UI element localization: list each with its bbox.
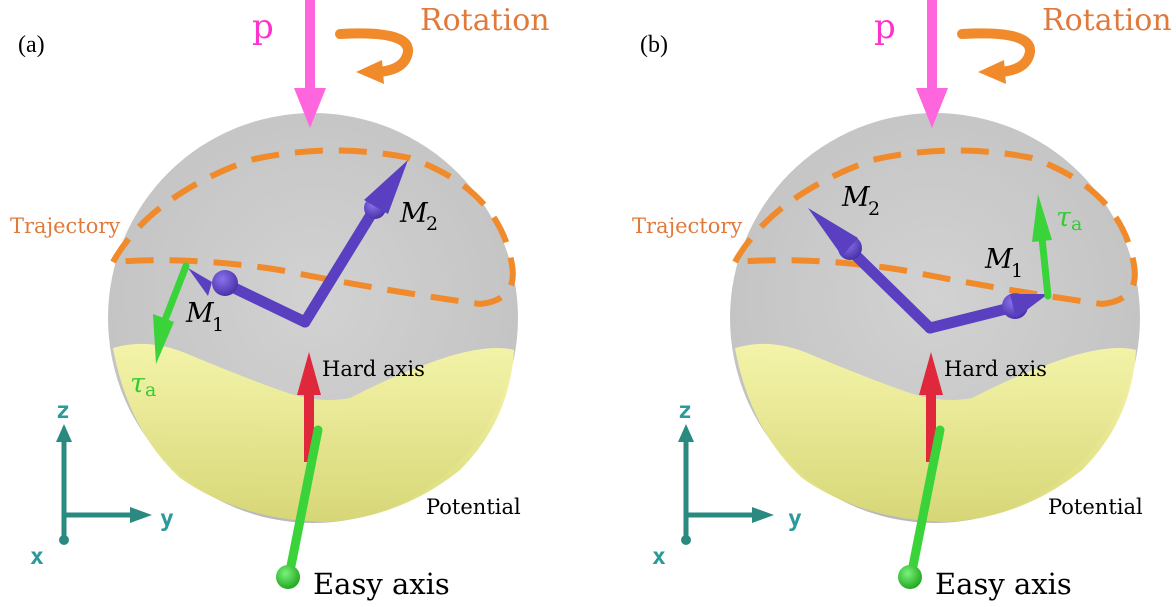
- axis-z-label-b: z: [678, 398, 692, 424]
- tau-sub-a: a: [145, 379, 156, 401]
- panel-b: (b) p Rotation Trajectory M 2 M 1: [632, 0, 1172, 601]
- easy-axis-arrow-a: [276, 425, 323, 589]
- m-vectors-a: [188, 160, 408, 328]
- trajectory-a: [107, 147, 516, 308]
- easy-axis-label-a: Easy axis: [313, 567, 450, 601]
- tau-sub-b: a: [1071, 213, 1082, 235]
- m2-sub-b: 2: [868, 198, 880, 220]
- hard-axis-arrow-a: [297, 352, 321, 462]
- easy-axis-label-b: Easy axis: [935, 567, 1072, 601]
- axis-z-label-a: z: [56, 398, 70, 424]
- trajectory-label-b: Trajectory: [632, 214, 742, 238]
- panel-a-label: (a): [18, 32, 45, 58]
- m1-sub-b: 1: [1011, 260, 1023, 282]
- rotation-arrow-b: [957, 28, 1035, 84]
- trajectory-b: [729, 147, 1138, 308]
- m2-sub-a: 2: [426, 213, 438, 235]
- m1-label-b: M: [984, 244, 1014, 275]
- easy-axis-arrow-b: [898, 425, 945, 589]
- torque-arrow-b: [1032, 194, 1052, 300]
- tau-label-a: τ: [130, 368, 146, 399]
- p-label-b: p: [874, 7, 896, 47]
- panel-a: (a) p Rotation Trajectory M 2: [10, 0, 550, 601]
- p-label-a: p: [252, 7, 274, 47]
- coord-axes-a: [56, 424, 152, 545]
- m1-label-a: M: [185, 298, 215, 329]
- m1-sub-a: 1: [212, 314, 224, 336]
- axis-x-label-a: x: [30, 544, 44, 570]
- rotation-label-b: Rotation: [1042, 3, 1172, 38]
- potential-label-b: Potential: [1048, 495, 1143, 519]
- rotation-label-a: Rotation: [420, 3, 550, 38]
- torque-arrow-a: [153, 262, 190, 364]
- tau-label-b: τ: [1056, 202, 1072, 233]
- m2-label-a: M: [399, 198, 429, 229]
- axis-y-label-b: y: [788, 506, 802, 532]
- rotation-arrow-a: [335, 28, 413, 84]
- axis-x-label-b: x: [652, 544, 666, 570]
- trajectory-label-a: Trajectory: [10, 214, 120, 238]
- potential-label-a: Potential: [426, 495, 521, 519]
- m-vectors-b: [808, 208, 1048, 334]
- m2-label-b: M: [841, 182, 871, 213]
- hard-axis-label-a: Hard axis: [322, 357, 425, 381]
- coord-axes-b: [678, 424, 774, 545]
- p-arrow-b: [916, 0, 948, 128]
- hard-axis-label-b: Hard axis: [944, 357, 1047, 381]
- p-arrow-a: [294, 0, 326, 128]
- axis-y-label-a: y: [160, 506, 174, 532]
- hard-axis-arrow-b: [919, 352, 943, 462]
- panel-b-label: (b): [640, 32, 668, 58]
